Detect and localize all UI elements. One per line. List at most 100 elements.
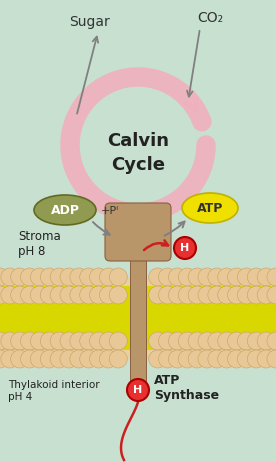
Circle shape (208, 332, 226, 350)
Circle shape (198, 286, 216, 304)
Circle shape (1, 350, 19, 368)
Text: Stroma
pH 8: Stroma pH 8 (18, 230, 61, 258)
Circle shape (228, 286, 246, 304)
Circle shape (11, 350, 29, 368)
Circle shape (109, 268, 127, 286)
Circle shape (237, 286, 255, 304)
Circle shape (30, 268, 48, 286)
Circle shape (188, 286, 206, 304)
Circle shape (188, 332, 206, 350)
Circle shape (90, 332, 108, 350)
Circle shape (188, 350, 206, 368)
Text: +Pᴵ: +Pᴵ (101, 206, 119, 216)
Circle shape (70, 268, 88, 286)
Circle shape (198, 268, 216, 286)
Circle shape (50, 286, 68, 304)
Circle shape (30, 332, 48, 350)
Circle shape (21, 286, 39, 304)
Circle shape (0, 268, 9, 286)
Circle shape (267, 350, 276, 368)
Circle shape (208, 350, 226, 368)
Circle shape (40, 268, 58, 286)
Circle shape (40, 332, 58, 350)
Circle shape (99, 332, 117, 350)
Circle shape (178, 286, 196, 304)
Circle shape (159, 286, 177, 304)
Circle shape (198, 350, 216, 368)
Circle shape (267, 286, 276, 304)
Circle shape (99, 350, 117, 368)
Circle shape (178, 268, 196, 286)
Circle shape (70, 286, 88, 304)
Circle shape (70, 350, 88, 368)
Circle shape (70, 332, 88, 350)
Circle shape (174, 237, 196, 259)
Bar (0, 277, 276, 286)
Circle shape (237, 332, 255, 350)
Circle shape (159, 332, 177, 350)
Circle shape (50, 332, 68, 350)
Circle shape (109, 350, 127, 368)
Circle shape (60, 286, 78, 304)
Circle shape (21, 268, 39, 286)
Circle shape (21, 332, 39, 350)
Circle shape (159, 268, 177, 286)
Ellipse shape (182, 193, 238, 223)
Circle shape (208, 268, 226, 286)
Circle shape (90, 350, 108, 368)
Circle shape (149, 268, 167, 286)
Circle shape (11, 268, 29, 286)
Circle shape (80, 350, 98, 368)
Circle shape (1, 286, 19, 304)
Bar (0, 350, 276, 359)
Circle shape (50, 268, 68, 286)
Circle shape (178, 332, 196, 350)
Circle shape (50, 350, 68, 368)
Text: ATP: ATP (197, 201, 223, 214)
Circle shape (99, 286, 117, 304)
Ellipse shape (34, 195, 96, 225)
Circle shape (60, 332, 78, 350)
Circle shape (149, 350, 167, 368)
Text: Calvin
Cycle: Calvin Cycle (107, 132, 169, 174)
Circle shape (60, 350, 78, 368)
Circle shape (178, 350, 196, 368)
Circle shape (90, 268, 108, 286)
Circle shape (80, 332, 98, 350)
Circle shape (159, 350, 177, 368)
Circle shape (80, 268, 98, 286)
Circle shape (80, 286, 98, 304)
Circle shape (168, 332, 186, 350)
Text: Thylakoid interior
pH 4: Thylakoid interior pH 4 (8, 380, 100, 401)
Circle shape (109, 332, 127, 350)
Circle shape (30, 350, 48, 368)
Circle shape (247, 350, 265, 368)
Circle shape (1, 268, 19, 286)
Circle shape (267, 268, 276, 286)
Circle shape (257, 350, 275, 368)
Circle shape (218, 350, 236, 368)
Circle shape (228, 350, 246, 368)
Circle shape (247, 286, 265, 304)
Bar (130, 258, 146, 388)
Circle shape (247, 332, 265, 350)
Circle shape (149, 332, 167, 350)
Circle shape (40, 286, 58, 304)
Circle shape (198, 332, 216, 350)
Circle shape (1, 332, 19, 350)
Text: H: H (181, 243, 190, 253)
Circle shape (168, 268, 186, 286)
Circle shape (149, 286, 167, 304)
Circle shape (109, 286, 127, 304)
Circle shape (0, 286, 9, 304)
Text: CO₂: CO₂ (197, 11, 223, 25)
Circle shape (218, 286, 236, 304)
Text: Sugar: Sugar (70, 15, 110, 29)
Circle shape (127, 379, 149, 401)
Circle shape (188, 268, 206, 286)
Circle shape (0, 332, 9, 350)
Circle shape (168, 350, 186, 368)
Circle shape (218, 268, 236, 286)
Circle shape (257, 332, 275, 350)
Circle shape (228, 268, 246, 286)
